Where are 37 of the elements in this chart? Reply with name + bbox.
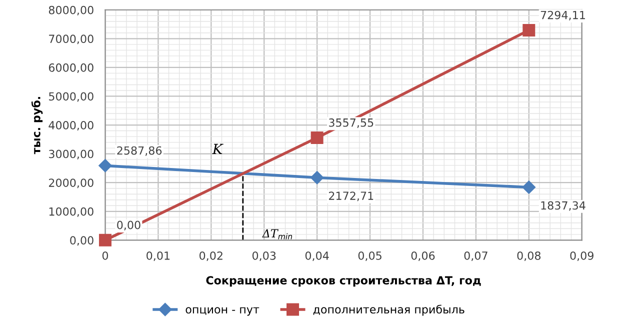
y-tick-label: 8000,00 [48,6,94,16]
data-label: 1837,34 [541,201,586,211]
x-tick-label: 0,07 [464,251,488,262]
point [522,180,536,194]
x-tick-label: 0,08 [517,251,541,262]
x-tick-label: 0,05 [358,251,382,262]
legend-label: опцион - пут [186,307,260,316]
data-label: 2172,71 [328,192,374,202]
x-tick-label: 0,09 [570,251,594,262]
x-tick-label: 0,04 [305,251,329,262]
annotation: ΔT$_{min}$ [262,229,292,240]
y-tick-label: 4000,00 [48,120,94,131]
y-tick-label: 5000,00 [49,92,94,102]
point [98,234,112,246]
data-label: 2587,86 [117,146,162,156]
data-label: 0,00 [117,220,140,230]
y-tick-label: 1000,00 [49,207,94,217]
legend-label: дополнительная прибыль [313,304,464,316]
y-axis-title: тыс. руб. [31,96,43,154]
point [522,24,536,36]
point [98,159,112,172]
x-tick-label: 0,06 [411,251,435,262]
point [310,132,324,144]
y-tick-label: 0,00 [70,236,94,246]
annotation: K [212,144,224,154]
point [310,171,324,184]
x-tick-label: 0,01 [146,251,170,262]
y-tick-label: 2000,00 [48,178,94,188]
y-tick-label: 6000,00 [48,63,94,73]
data-label: 3557,55 [329,118,374,128]
x-tick-label: 0,03 [252,251,276,262]
y-tick-label: 3000,00 [49,150,94,160]
data-label: 7294,11 [540,10,585,20]
x-tick-label: 0,02 [200,251,222,262]
y-tick-label: 7000,00 [49,34,94,44]
x-tick-label: 0 [102,251,108,260]
x-axis-title: Сокращение сроков строительства ΔT, год [206,276,481,287]
